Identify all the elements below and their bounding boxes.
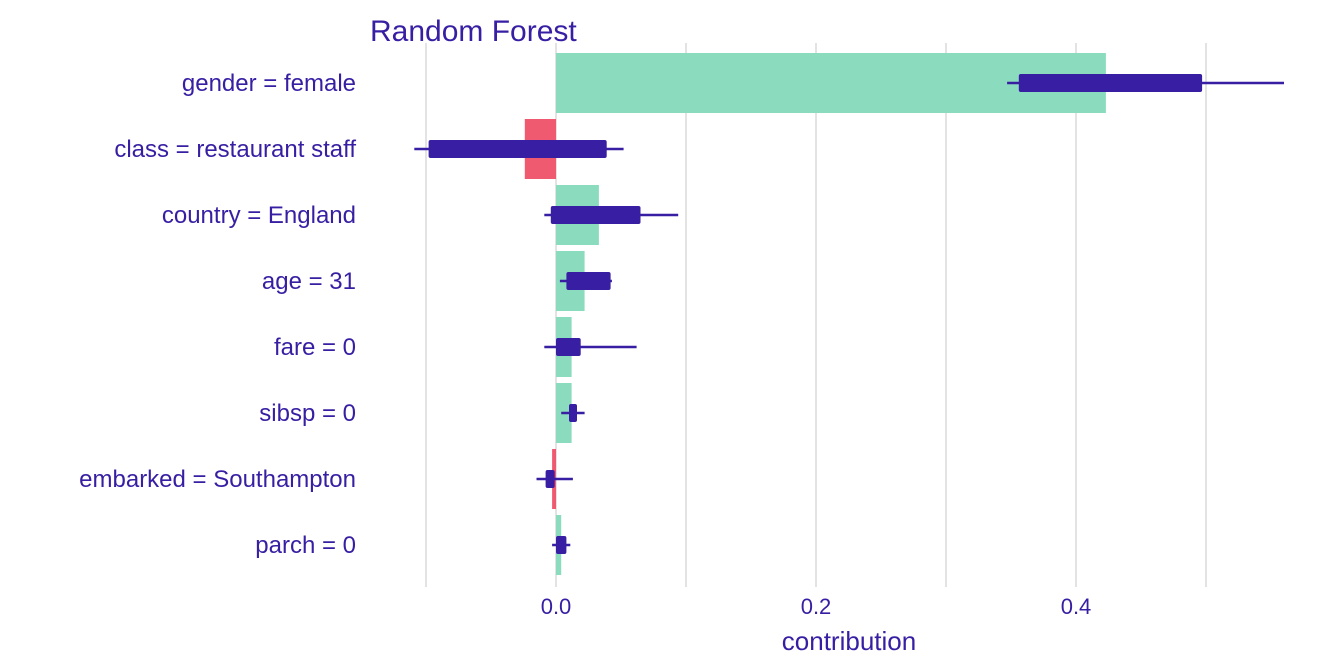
- boxplots: [414, 74, 1284, 554]
- box: [566, 272, 611, 290]
- boxplot-2: [414, 140, 624, 158]
- box: [550, 206, 641, 224]
- boxplot-4: [559, 272, 612, 290]
- feature-label: gender = female: [182, 70, 356, 97]
- x-tick-label: 0.2: [801, 594, 832, 619]
- boxplot-6: [561, 404, 585, 422]
- feature-label: parch = 0: [255, 532, 356, 559]
- feature-label: sibsp = 0: [259, 400, 356, 427]
- x-tick-label: 0.4: [1061, 594, 1092, 619]
- feature-label: fare = 0: [274, 334, 356, 361]
- box: [556, 536, 567, 554]
- boxplot-8: [552, 536, 571, 554]
- box: [545, 470, 555, 488]
- chart-title: Random Forest: [370, 15, 577, 48]
- feature-labels: gender = female class = restaurant staff c…: [79, 70, 356, 559]
- box: [556, 338, 581, 356]
- boxplot-5: [544, 338, 637, 356]
- feature-label: embarked = Southampton: [79, 466, 356, 493]
- boxplot-3: [544, 206, 679, 224]
- x-axis-ticks: 0.0 0.2 0.4: [541, 594, 1092, 619]
- x-axis-title: contribution: [782, 626, 916, 656]
- feature-label: class = restaurant staff: [114, 136, 356, 163]
- box: [428, 140, 607, 158]
- boxplot-7: [536, 470, 573, 488]
- x-tick-label: 0.0: [541, 594, 572, 619]
- boxplot-1: [1007, 74, 1284, 92]
- box: [1018, 74, 1203, 92]
- box: [569, 404, 577, 422]
- feature-label: country = England: [162, 202, 356, 229]
- feature-label: age = 31: [262, 268, 356, 295]
